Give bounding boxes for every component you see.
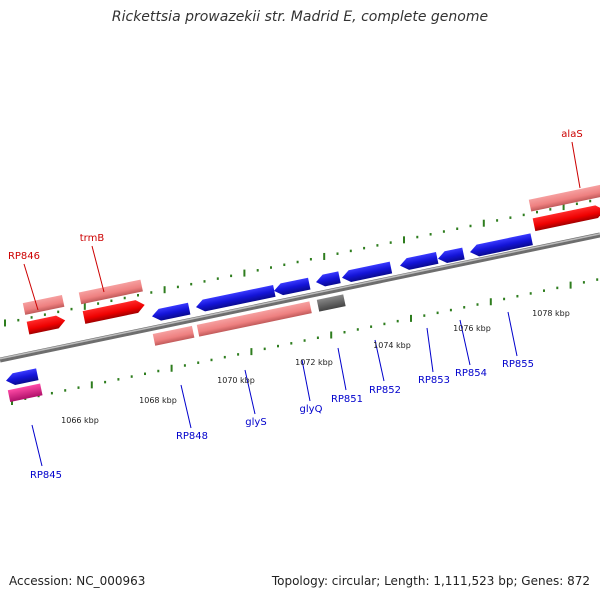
gene-rp846-cds bbox=[26, 315, 66, 335]
gene-label-rp855: RP855 bbox=[502, 359, 534, 370]
scale-label: 1066 kbp bbox=[61, 416, 99, 425]
scale-label: 1068 kbp bbox=[139, 396, 177, 405]
gene-label-rp851: RP851 bbox=[331, 394, 363, 405]
gene-label-rp846: RP846 bbox=[8, 251, 40, 262]
gene-trmb bbox=[78, 279, 143, 305]
gene-label-leader bbox=[571, 141, 581, 189]
gene-label-leader bbox=[426, 327, 434, 373]
scale-labels: 1066 kbp 1068 kbp 1070 kbp 1072 kbp 1074 kbp… bbox=[61, 309, 570, 425]
gene-rp852-cds bbox=[342, 261, 393, 282]
scale-label: 1076 kbp bbox=[453, 324, 491, 333]
gene-label-rp852: RP852 bbox=[369, 385, 401, 396]
gene-label-leader bbox=[507, 311, 518, 357]
gene-labels: RP845 RP846 trmB RP848 glyS glyQ RP851 RP852 RP8… bbox=[8, 129, 583, 481]
scale-label: 1074 kbp bbox=[373, 341, 411, 350]
gene-rp845-cds bbox=[6, 368, 39, 385]
gene-rp848 bbox=[152, 325, 195, 346]
gene-rp853-cds bbox=[400, 252, 439, 270]
gene-label-leader bbox=[374, 339, 385, 382]
gene-label-leader bbox=[301, 359, 311, 402]
gene-rp851 bbox=[316, 294, 346, 312]
genome-title: Rickettsia prowazekii str. Madrid E, com… bbox=[111, 9, 489, 25]
gene-label-trmb: trmB bbox=[80, 233, 105, 244]
genome-summary-text: Topology: circular; Length: 1,111,523 bp… bbox=[271, 574, 590, 588]
gene-glys bbox=[196, 301, 312, 337]
gene-label-leader bbox=[459, 319, 471, 366]
scale-label: 1072 kbp bbox=[295, 358, 333, 367]
gene-label-alas: alaS bbox=[561, 129, 582, 140]
gene-label-leader bbox=[23, 263, 39, 311]
scale-label: 1070 kbp bbox=[217, 376, 255, 385]
genome-backbone bbox=[0, 232, 600, 363]
gene-glys-cds bbox=[196, 284, 276, 312]
gene-label-glyq: glyQ bbox=[300, 404, 323, 415]
gene-trmb-cds bbox=[82, 300, 145, 324]
gene-label-leader bbox=[91, 245, 105, 293]
scale-ticks-forward bbox=[4, 199, 592, 327]
gene-rp851-cds bbox=[316, 271, 341, 287]
gene-label-rp848: RP848 bbox=[176, 431, 208, 442]
gene-alas bbox=[528, 184, 600, 212]
gene-label-rp845: RP845 bbox=[30, 470, 62, 481]
gene-rp855-cds bbox=[470, 233, 533, 257]
gene-label-rp854: RP854 bbox=[455, 368, 487, 379]
gene-label-glys: glyS bbox=[245, 417, 266, 428]
gene-alas-cds bbox=[532, 205, 600, 232]
gene-label-rp853: RP853 bbox=[418, 375, 450, 386]
gene-rp845 bbox=[7, 383, 43, 402]
gene-label-leader bbox=[31, 424, 43, 467]
gene-features bbox=[6, 184, 600, 402]
gene-glyq-cds bbox=[274, 277, 311, 296]
gene-label-leader bbox=[244, 369, 256, 415]
scale-label: 1078 kbp bbox=[532, 309, 570, 318]
gene-rp846 bbox=[22, 294, 65, 315]
backbone-highlight bbox=[0, 233, 600, 360]
accession-text: Accession: NC_000963 bbox=[9, 574, 146, 588]
gene-rp854-cds bbox=[438, 247, 465, 263]
backbone-line bbox=[0, 232, 600, 363]
gene-rp848-cds bbox=[152, 302, 191, 321]
gene-label-leader bbox=[337, 347, 347, 391]
gene-label-leader bbox=[180, 384, 192, 429]
